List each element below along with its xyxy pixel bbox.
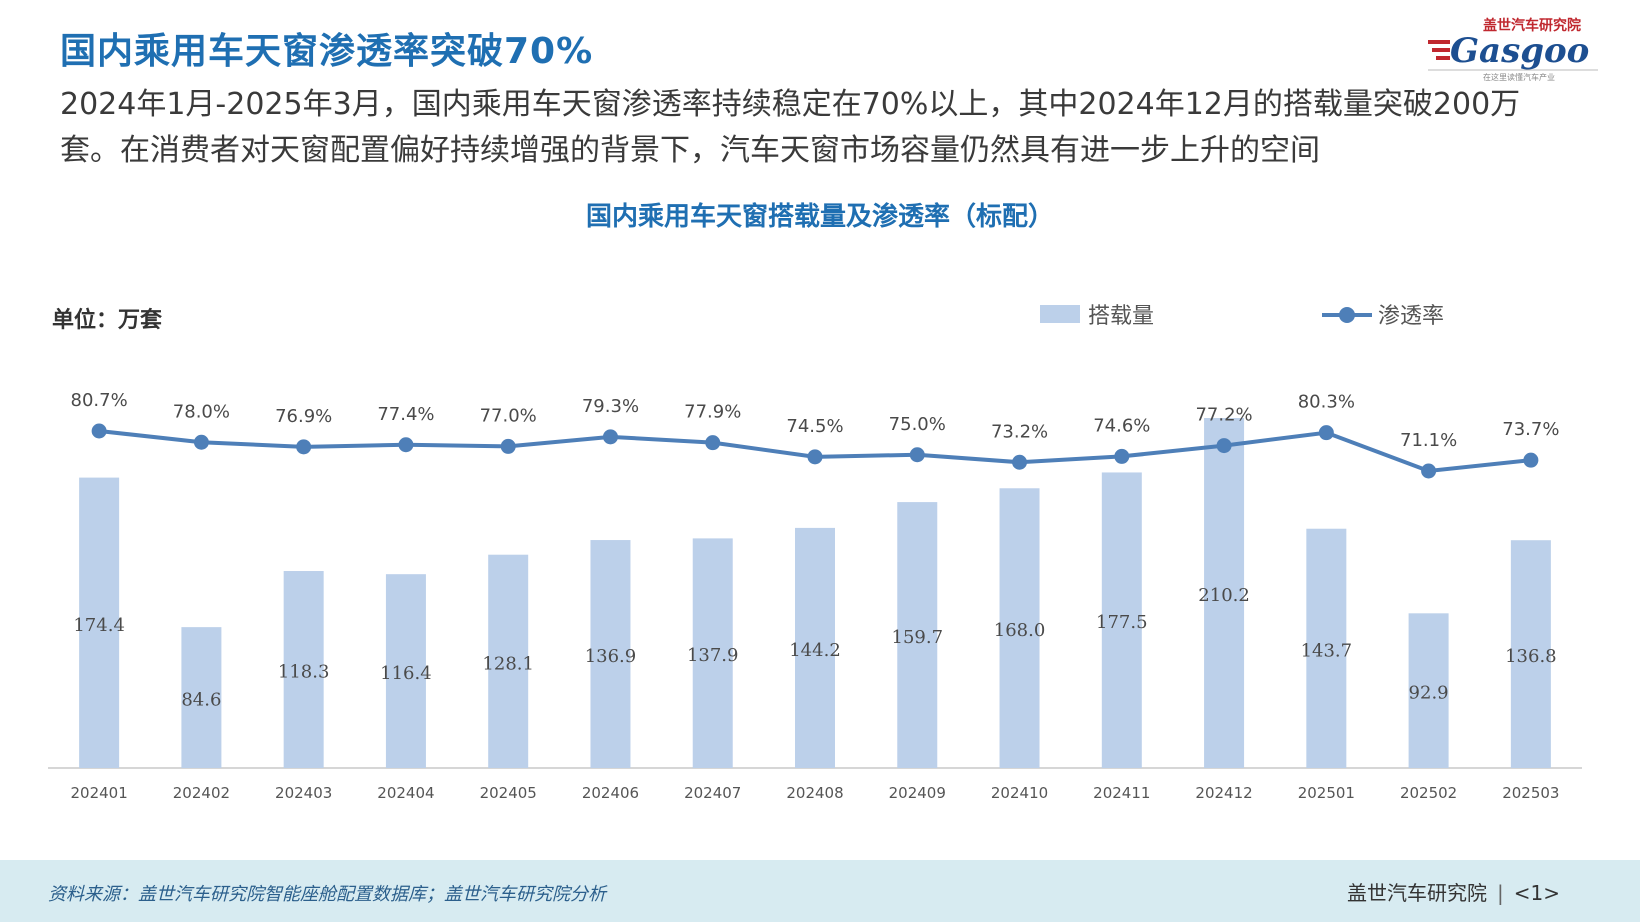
bar-value-label: 143.7	[1301, 640, 1353, 661]
x-tick-label: 202405	[480, 784, 537, 802]
legend-item-bar: 搭载量	[1040, 298, 1154, 330]
logo-top-text: 盖世汽车研究院	[1483, 17, 1581, 34]
line-point	[807, 449, 823, 465]
logo-brand: Gasgoo	[1450, 31, 1589, 71]
line-point	[1114, 448, 1130, 464]
line-value-label: 77.4%	[377, 404, 434, 425]
x-tick-label: 202409	[889, 784, 946, 802]
bar-value-label: 177.5	[1096, 612, 1148, 633]
line-value-label: 78.0%	[173, 401, 230, 422]
line-point	[705, 435, 721, 451]
x-tick-label: 202502	[1400, 784, 1457, 802]
footer-org: 盖世汽车研究院	[1347, 881, 1487, 905]
bar-value-label: 92.9	[1409, 683, 1449, 704]
line-value-label: 77.2%	[1195, 405, 1252, 426]
line-value-label: 77.0%	[480, 405, 537, 426]
page-title: 国内乘用车天窗渗透率突破70%	[60, 31, 594, 72]
bar	[795, 527, 835, 768]
unit-label: 单位：万套	[52, 308, 163, 333]
bar	[385, 574, 426, 768]
line-point	[602, 429, 618, 445]
bar	[999, 488, 1040, 768]
bar-value-label: 210.2	[1198, 585, 1250, 606]
bar-value-label: 136.9	[585, 646, 637, 667]
bar	[1510, 540, 1551, 768]
line-value-label: 73.2%	[991, 421, 1048, 442]
footer-source: 资料来源：盖世汽车研究院智能座舱配置数据库；盖世汽车研究院分析	[48, 884, 606, 905]
bar-value-label: 137.9	[687, 645, 739, 666]
bar	[1408, 613, 1449, 768]
line-point	[296, 439, 312, 455]
line-point	[398, 437, 414, 453]
bar-value-label: 116.4	[380, 663, 432, 684]
x-tick-label: 202404	[377, 784, 434, 802]
x-tick-label: 202407	[684, 784, 741, 802]
bar	[1101, 472, 1142, 768]
x-tick-label: 202411	[1093, 784, 1150, 802]
x-tick-label: 202403	[275, 784, 332, 802]
bar-value-label: 159.7	[892, 627, 944, 648]
bar-value-label: 118.3	[278, 662, 330, 683]
bar-value-label: 174.4	[73, 615, 125, 636]
line-value-label: 80.3%	[1298, 392, 1355, 413]
bar	[79, 477, 120, 768]
x-tick-label: 202501	[1298, 784, 1355, 802]
bar-value-label: 136.8	[1505, 646, 1557, 667]
line-value-label: 76.9%	[275, 406, 332, 427]
logo-tagline: 在这里读懂汽车产业	[1483, 72, 1555, 82]
legend-line-label: 渗透率	[1378, 304, 1445, 329]
bar	[283, 571, 324, 768]
page-number: <1>	[1513, 881, 1560, 905]
line-point	[1421, 463, 1437, 479]
x-tick-label: 202401	[71, 784, 128, 802]
line-value-label: 75.0%	[889, 414, 946, 435]
line-point	[193, 434, 209, 450]
bar-value-label: 84.6	[181, 690, 221, 711]
line-point	[1318, 425, 1334, 441]
bar	[1306, 528, 1347, 768]
bar	[897, 502, 938, 768]
bar-value-label: 168.0	[994, 620, 1046, 641]
x-tick-label: 202410	[991, 784, 1048, 802]
bar	[488, 554, 529, 768]
line-point	[91, 423, 107, 439]
page-subtitle: 2024年1月-2025年3月，国内乘用车天窗渗透率持续稳定在70%以上，其中2…	[60, 87, 1521, 168]
gasgoo-logo: 盖世汽车研究院 Gasgoo 在这里读懂汽车产业	[1428, 17, 1598, 82]
legend-bar-label: 搭载量	[1088, 304, 1155, 329]
line-value-label: 73.7%	[1502, 419, 1559, 440]
x-tick-label: 202406	[582, 784, 639, 802]
legend-bar-swatch	[1040, 305, 1080, 323]
bar	[692, 538, 733, 768]
line-point	[500, 438, 516, 454]
bar	[181, 627, 222, 768]
line-value-label: 80.7%	[71, 390, 128, 411]
x-tick-label: 202503	[1502, 784, 1559, 802]
chart-title: 国内乘用车天窗搭载量及渗透率（标配）	[585, 202, 1054, 232]
bar-value-label: 144.2	[789, 640, 841, 661]
x-tick-label: 202412	[1195, 784, 1252, 802]
line-point	[1523, 452, 1539, 468]
x-tick-label: 202402	[173, 784, 230, 802]
line-point	[1216, 438, 1232, 454]
line-value-label: 74.5%	[786, 416, 843, 437]
footer-separator: |	[1497, 881, 1504, 905]
bar-value-label: 128.1	[482, 653, 534, 674]
line-point	[1012, 454, 1028, 470]
footer-bar: 资料来源：盖世汽车研究院智能座舱配置数据库；盖世汽车研究院分析 盖世汽车研究院 |…	[0, 860, 1640, 922]
line-value-label: 77.9%	[684, 402, 741, 423]
line-value-label: 79.3%	[582, 396, 639, 417]
bar	[590, 540, 631, 768]
bar	[1204, 418, 1245, 768]
legend-item-line: 渗透率	[1322, 298, 1444, 330]
legend-line-swatch	[1322, 305, 1372, 323]
line-value-label: 71.1%	[1400, 430, 1457, 451]
line-value-label: 74.6%	[1093, 415, 1150, 436]
x-tick-label: 202408	[786, 784, 843, 802]
line-point	[909, 447, 925, 463]
footer-page-info: 盖世汽车研究院 | <1>	[1347, 877, 1560, 906]
